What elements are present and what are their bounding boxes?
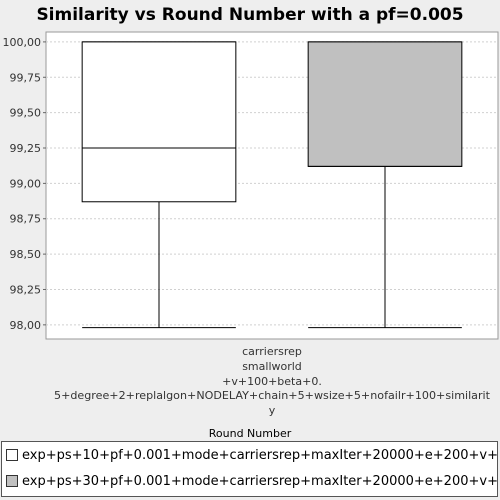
legend-label-series-2: exp+ps+30+pf+0.001+mode+carriersrep+maxI… <box>22 473 498 489</box>
y-axis: 98,00 98,25 98,50 98,75 99,00 99,25 99,50 99,75… <box>3 36 46 332</box>
y-tick-label: 99,25 <box>10 142 42 155</box>
category-label-line-5: y <box>269 404 276 417</box>
box-series-1 <box>81 41 237 329</box>
box <box>307 41 463 167</box>
legend-item-series-2: exp+ps+30+pf+0.001+mode+carriersrep+maxI… <box>2 468 497 494</box>
y-tick-label: 98,75 <box>10 213 42 226</box>
y-tick-label: 99,75 <box>10 71 42 84</box>
legend: exp+ps+10+pf+0.001+mode+carriersrep+maxI… <box>1 441 498 497</box>
box-plot-chart: Similarity vs Round Number with a pf=0.0… <box>2 5 499 440</box>
y-tick-label: 98,00 <box>10 319 42 332</box>
y-tick-label: 99,00 <box>10 177 42 190</box>
y-tick-label: 99,50 <box>10 107 42 120</box>
category-label-line-4: 5+degree+2+replalgon+NODELAY+chain+5+wsi… <box>54 389 491 402</box>
legend-item-series-1: exp+ps+10+pf+0.001+mode+carriersrep+maxI… <box>2 442 497 468</box>
chart-title: Similarity vs Round Number with a pf=0.0… <box>36 5 463 25</box>
category-label-line-1: carriersrep <box>242 345 302 358</box>
box-series <box>81 41 463 329</box>
category-label: carriersrep smallworld +v+100+beta+0. 5+… <box>54 345 491 417</box>
legend-swatch-series-2 <box>6 475 18 487</box>
y-tick-label: 98,25 <box>10 283 42 296</box>
box-series-2 <box>307 41 463 329</box>
legend-label-series-1: exp+ps+10+pf+0.001+mode+carriersrep+maxI… <box>22 447 498 463</box>
category-label-line-3: +v+100+beta+0. <box>222 375 322 388</box>
y-tick-label: 98,50 <box>10 248 42 261</box>
y-tick-label: 100,00 <box>3 36 42 49</box>
box <box>81 41 237 203</box>
legend-swatch-series-1 <box>6 449 18 461</box>
category-label-line-2: smallworld <box>242 360 302 373</box>
x-axis-label: Round Number <box>209 427 292 440</box>
